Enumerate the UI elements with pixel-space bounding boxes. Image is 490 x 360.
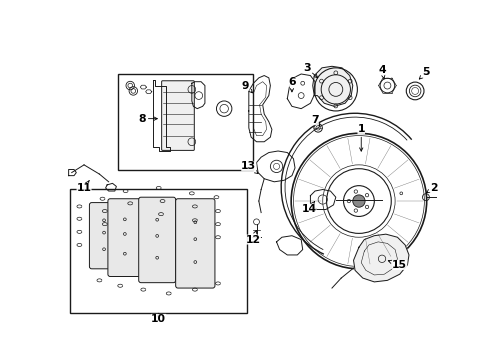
Text: 1: 1: [358, 125, 365, 151]
Text: 6: 6: [288, 77, 296, 92]
Text: 9: 9: [242, 81, 252, 93]
Text: 3: 3: [303, 63, 318, 78]
FancyBboxPatch shape: [108, 199, 142, 276]
Text: 11: 11: [76, 181, 92, 193]
Circle shape: [353, 195, 365, 207]
Text: 12: 12: [246, 230, 261, 244]
Text: 5: 5: [419, 67, 430, 79]
FancyBboxPatch shape: [89, 203, 119, 269]
FancyBboxPatch shape: [175, 199, 215, 288]
Text: 13: 13: [241, 161, 258, 174]
Polygon shape: [353, 234, 409, 282]
Text: 8: 8: [138, 114, 157, 123]
Text: 10: 10: [151, 314, 166, 324]
FancyBboxPatch shape: [162, 81, 195, 150]
Polygon shape: [313, 66, 353, 106]
FancyBboxPatch shape: [139, 197, 175, 283]
Bar: [70, 189, 247, 313]
Text: 7: 7: [311, 115, 320, 126]
Text: 14: 14: [301, 202, 317, 214]
Text: 2: 2: [427, 183, 438, 193]
Text: 15: 15: [388, 260, 407, 270]
Text: 4: 4: [378, 65, 386, 78]
Bar: [118, 74, 253, 170]
